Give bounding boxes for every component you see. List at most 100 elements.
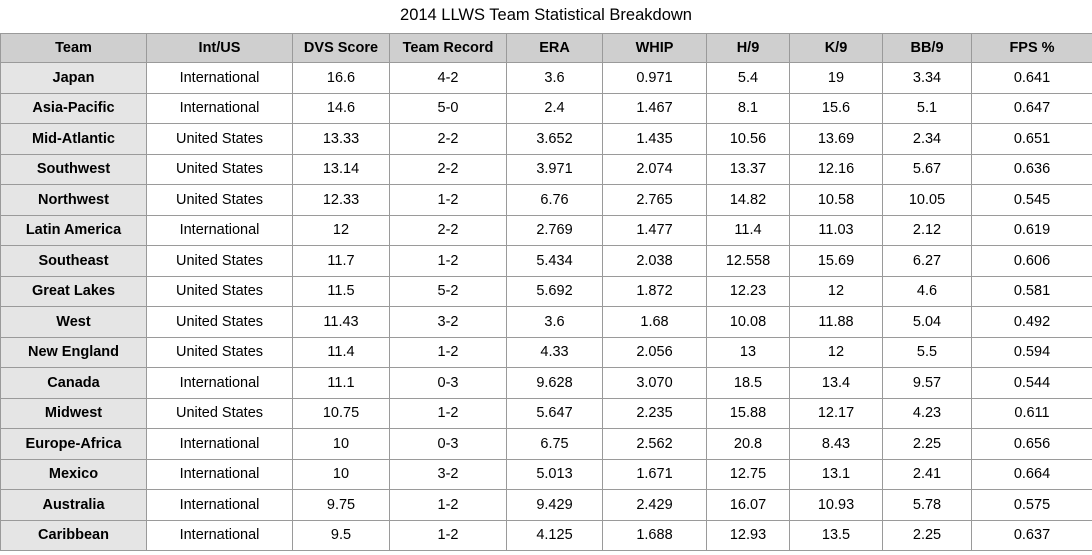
team-name-cell: Southwest [0, 153, 147, 185]
team-name-cell: Canada [0, 367, 147, 399]
table-cell: 0.606 [971, 245, 1092, 277]
table-cell: 0.611 [971, 397, 1092, 429]
table-cell: 0.581 [971, 275, 1092, 307]
team-name-cell: Australia [0, 489, 147, 521]
table-cell: 2.25 [882, 428, 972, 460]
table-cell: 4.23 [882, 397, 972, 429]
table-cell: 10.56 [706, 123, 790, 155]
table-cell: 4-2 [389, 62, 507, 94]
table-cell: United States [146, 275, 293, 307]
table-cell: 2.038 [602, 245, 707, 277]
table-cell: 3-2 [389, 306, 507, 338]
table-cell: 15.69 [789, 245, 883, 277]
table-cell: United States [146, 184, 293, 216]
table-cell: 10 [292, 458, 390, 490]
table-cell: 2.429 [602, 489, 707, 521]
table-cell: 19 [789, 62, 883, 94]
table-cell: 5.647 [506, 397, 603, 429]
table-cell: 12.16 [789, 153, 883, 185]
table-cell: 2.41 [882, 458, 972, 490]
table-cell: 2.769 [506, 214, 603, 246]
table-cell: 11.4 [292, 336, 390, 368]
table-body: Japan International 16.6 4-2 3.6 0.971 5.4 19 3.… [0, 62, 1092, 551]
table-cell: 5.78 [882, 489, 972, 521]
table-row: Southwest United States 13.14 2-2 3.971 2.074… [0, 153, 1092, 185]
table-cell: 12 [292, 214, 390, 246]
table-cell: 9.5 [292, 519, 390, 551]
table-cell: 1.68 [602, 306, 707, 338]
column-header: Team [0, 33, 147, 63]
table-cell: 13.69 [789, 123, 883, 155]
table-cell: United States [146, 306, 293, 338]
table-cell: 11.03 [789, 214, 883, 246]
table-cell: 10.08 [706, 306, 790, 338]
table-cell: 0.637 [971, 519, 1092, 551]
table-cell: 10.58 [789, 184, 883, 216]
table-cell: 5.04 [882, 306, 972, 338]
table-cell: 13.1 [789, 458, 883, 490]
table-cell: 1.872 [602, 275, 707, 307]
table-cell: 5.67 [882, 153, 972, 185]
table-cell: 10.75 [292, 397, 390, 429]
table-title: 2014 LLWS Team Statistical Breakdown [400, 6, 692, 24]
table-cell: 12.33 [292, 184, 390, 216]
table-cell: 11.88 [789, 306, 883, 338]
team-name-cell: Asia-Pacific [0, 92, 147, 124]
team-name-cell: Latin America [0, 214, 147, 246]
table-cell: 0.492 [971, 306, 1092, 338]
column-header: K/9 [789, 33, 883, 63]
table-cell: 13.14 [292, 153, 390, 185]
table-cell: 9.429 [506, 489, 603, 521]
column-header: Int/US [146, 33, 293, 63]
table-cell: 0.594 [971, 336, 1092, 368]
table-row: Europe-Africa International 10 0-3 6.75 2.562… [0, 428, 1092, 460]
table-cell: 2.056 [602, 336, 707, 368]
table-cell: 16.6 [292, 62, 390, 94]
table-cell: 2-2 [389, 214, 507, 246]
table-cell: 0.619 [971, 214, 1092, 246]
table-cell: 20.8 [706, 428, 790, 460]
table-cell: United States [146, 245, 293, 277]
table-cell: 1-2 [389, 245, 507, 277]
table-cell: 0.636 [971, 153, 1092, 185]
table-cell: 2.4 [506, 92, 603, 124]
table-cell: 12 [789, 336, 883, 368]
table-cell: 4.125 [506, 519, 603, 551]
table-cell: 3.070 [602, 367, 707, 399]
table-cell: 2-2 [389, 153, 507, 185]
column-header: H/9 [706, 33, 790, 63]
table-cell: 0.656 [971, 428, 1092, 460]
table-cell: 8.43 [789, 428, 883, 460]
table-row: Australia International 9.75 1-2 9.429 2.429 1… [0, 489, 1092, 521]
table-cell: 5.4 [706, 62, 790, 94]
team-name-cell: Midwest [0, 397, 147, 429]
table-row: Latin America International 12 2-2 2.769 1.47… [0, 214, 1092, 246]
table-cell: 12.93 [706, 519, 790, 551]
table-cell: 12.75 [706, 458, 790, 490]
table-cell: 2-2 [389, 123, 507, 155]
table-cell: 5.434 [506, 245, 603, 277]
table-cell: 1.435 [602, 123, 707, 155]
table-cell: 0.575 [971, 489, 1092, 521]
table-cell: 13.4 [789, 367, 883, 399]
table-row: Asia-Pacific International 14.6 5-0 2.4 1.467… [0, 92, 1092, 124]
table-cell: 18.5 [706, 367, 790, 399]
column-header: Team Record [389, 33, 507, 63]
table-cell: 3.652 [506, 123, 603, 155]
team-name-cell: Mid-Atlantic [0, 123, 147, 155]
column-header: FPS % [971, 33, 1092, 63]
table-cell: 2.765 [602, 184, 707, 216]
table-cell: International [146, 489, 293, 521]
table-cell: 14.6 [292, 92, 390, 124]
table-row: Northwest United States 12.33 1-2 6.76 2.765 1… [0, 184, 1092, 216]
column-header: ERA [506, 33, 603, 63]
table-cell: 5.5 [882, 336, 972, 368]
team-name-cell: New England [0, 336, 147, 368]
header-row: Team Int/US DVS Score Team Record ERA WHIP H/9… [0, 33, 1092, 63]
table-cell: 2.25 [882, 519, 972, 551]
table-cell: 4.6 [882, 275, 972, 307]
table-cell: 12.23 [706, 275, 790, 307]
table-cell: 0.545 [971, 184, 1092, 216]
table-cell: 2.074 [602, 153, 707, 185]
table-cell: 0.971 [602, 62, 707, 94]
